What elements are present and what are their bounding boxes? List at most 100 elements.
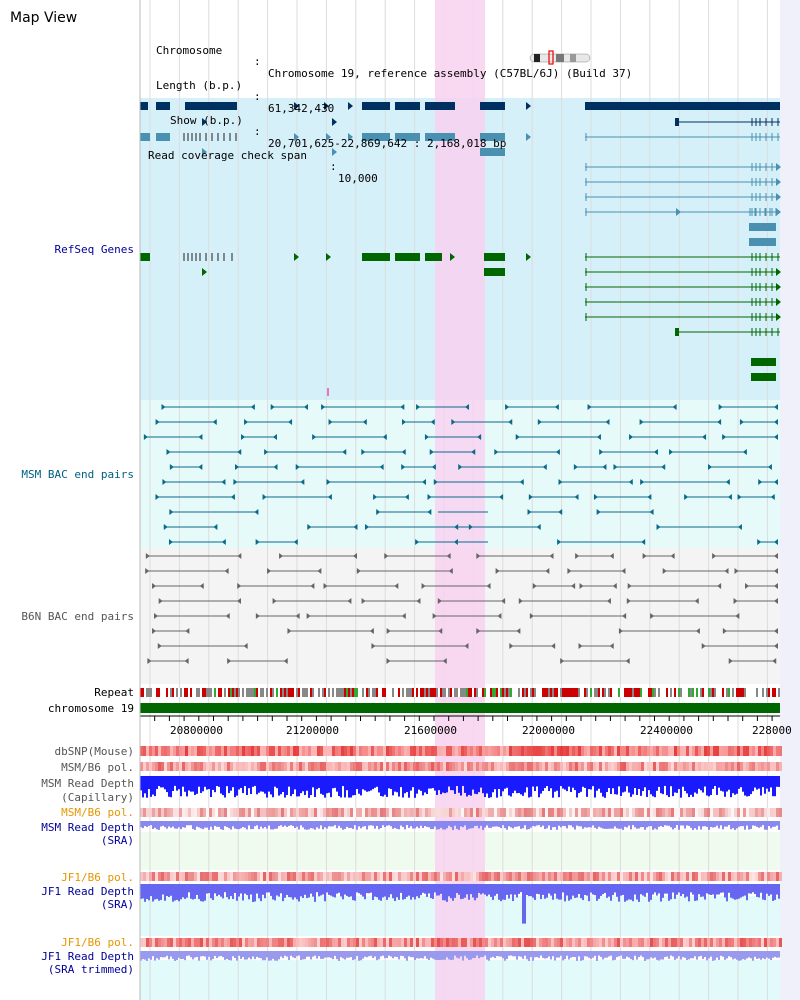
repeat-block — [190, 688, 192, 697]
repeat-block — [394, 688, 396, 697]
heat-cell — [251, 872, 254, 881]
depth-bar — [634, 884, 636, 895]
depth-bar — [690, 821, 692, 828]
depth-bar — [424, 821, 426, 827]
depth-bar — [238, 951, 240, 956]
depth-bar — [396, 884, 398, 898]
depth-bar — [500, 951, 502, 957]
repeat-block — [498, 688, 500, 697]
depth-bar — [686, 884, 688, 897]
depth-bar — [436, 776, 438, 795]
bac-end — [230, 494, 235, 500]
depth-bar — [558, 951, 560, 958]
depth-bar — [626, 821, 628, 828]
depth-bar — [648, 884, 650, 902]
track-label-msm-depth-sra-sub: (SRA) — [100, 834, 134, 847]
depth-bar — [278, 821, 280, 827]
heat-cell — [248, 938, 251, 947]
depth-bar — [622, 821, 624, 830]
heat-cell — [338, 808, 341, 817]
depth-bar — [358, 821, 360, 827]
heat-cell — [575, 746, 578, 756]
track-label-b6n-bac[interactable]: B6N BAC end pairs — [21, 610, 134, 623]
depth-bar — [482, 951, 484, 957]
depth-bar — [606, 884, 608, 898]
depth-bar — [170, 884, 172, 896]
depth-bar — [754, 821, 756, 826]
depth-bar — [466, 951, 468, 959]
depth-bar — [392, 776, 394, 796]
depth-bar — [534, 884, 536, 900]
depth-bar — [206, 884, 208, 894]
track-label-refseq[interactable]: RefSeq Genes — [54, 243, 134, 256]
depth-bar — [348, 884, 350, 897]
heat-cell — [347, 872, 350, 881]
heat-cell — [581, 808, 584, 817]
depth-bar — [734, 884, 736, 900]
depth-bar — [336, 884, 338, 894]
depth-bar — [490, 884, 492, 897]
depth-bar — [184, 884, 186, 899]
depth-bar — [394, 821, 396, 828]
repeat-block — [636, 688, 638, 697]
heat-cell — [329, 808, 332, 817]
depth-bar — [436, 821, 438, 830]
heat-cell — [218, 746, 221, 756]
heat-cell — [536, 746, 539, 756]
heat-cell — [767, 872, 770, 881]
depth-bar — [598, 776, 600, 789]
repeat-block — [198, 688, 200, 697]
repeat-block — [288, 688, 290, 697]
heat-cell — [587, 808, 590, 817]
repeat-block — [722, 688, 724, 697]
depth-bar — [684, 821, 686, 829]
gene-arrow — [332, 118, 337, 126]
heat-cell — [479, 808, 482, 817]
heat-cell — [335, 808, 338, 817]
gene-arrow — [776, 163, 781, 171]
heat-cell — [254, 938, 257, 947]
depth-bar — [492, 951, 494, 957]
gene-arrow — [526, 253, 531, 261]
heat-cell — [467, 872, 470, 881]
depth-bar — [218, 776, 220, 787]
repeat-block — [234, 688, 236, 697]
depth-bar — [548, 884, 550, 894]
repeat-block — [600, 688, 602, 697]
heat-cell — [605, 808, 608, 817]
heat-cell — [671, 762, 674, 771]
heat-cell — [197, 808, 200, 817]
heat-cell — [773, 762, 776, 771]
depth-bar — [494, 951, 496, 958]
repeat-block — [290, 688, 292, 697]
gene-exon — [484, 253, 505, 261]
repeat-block — [404, 688, 406, 697]
heat-cell — [437, 938, 440, 947]
heat-cell — [341, 762, 344, 771]
depth-bar — [730, 884, 732, 898]
depth-bar — [646, 776, 648, 797]
depth-bar — [338, 884, 340, 893]
depth-bar — [688, 821, 690, 826]
depth-bar — [776, 951, 778, 958]
depth-bar — [262, 821, 264, 829]
repeat-block — [476, 688, 478, 697]
depth-bar — [432, 951, 434, 959]
repeat-block — [354, 688, 356, 697]
track-label-msm-bac[interactable]: MSM BAC end pairs — [21, 468, 134, 481]
heat-cell — [725, 762, 728, 771]
heat-cell — [341, 808, 344, 817]
depth-bar — [168, 951, 170, 960]
depth-bar — [696, 884, 698, 901]
heat-cell — [671, 938, 674, 947]
depth-bar — [386, 951, 388, 958]
heat-cell — [290, 808, 293, 817]
depth-bar — [622, 884, 624, 895]
depth-bar — [652, 776, 654, 797]
bac-end — [227, 658, 232, 664]
depth-bar — [756, 821, 758, 827]
heat-cell — [233, 938, 236, 947]
heat-cell — [320, 938, 323, 947]
heat-cell — [554, 808, 557, 817]
